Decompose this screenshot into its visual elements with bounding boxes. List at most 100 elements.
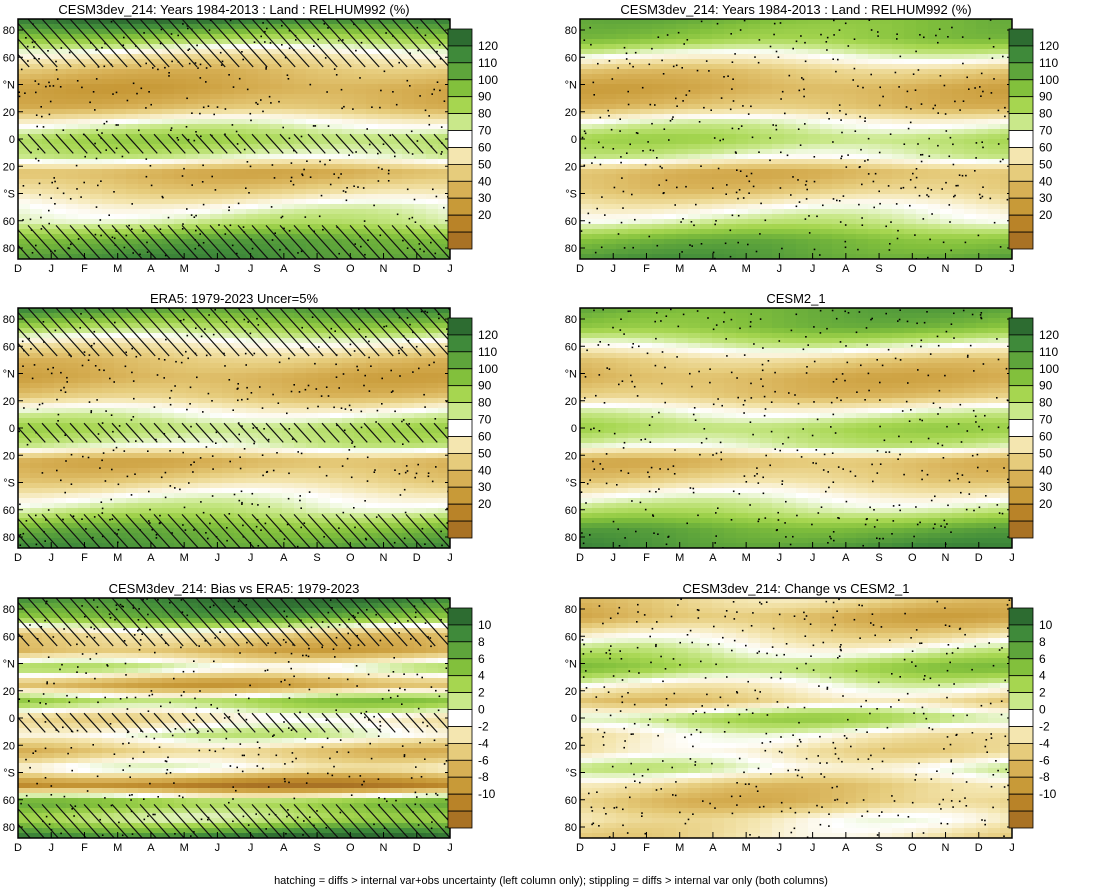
- heatmap-cell: [102, 224, 115, 230]
- heatmap-cell: [198, 164, 211, 170]
- stipple-dot: [594, 156, 596, 159]
- heatmap-cell: [868, 214, 881, 220]
- heatmap-cell: [366, 59, 379, 65]
- heatmap-cell: [580, 239, 593, 245]
- stipple-dot: [991, 57, 994, 59]
- heatmap-cell: [772, 114, 785, 120]
- heatmap-cell: [150, 318, 163, 324]
- heatmap-cell: [306, 189, 319, 195]
- stipple-dot: [602, 146, 604, 149]
- heatmap-cell: [676, 24, 689, 30]
- heatmap-cell: [222, 39, 235, 45]
- hatch-line: [55, 224, 87, 259]
- heatmap-cell: [844, 219, 857, 225]
- heatmap-cell: [54, 44, 67, 50]
- heatmap-cell: [592, 229, 605, 235]
- stipple-dot: [340, 173, 342, 175]
- heatmap-cell: [438, 119, 450, 125]
- heatmap-cell: [246, 333, 259, 339]
- heatmap-cell: [282, 159, 295, 165]
- heatmap-cell: [78, 54, 91, 60]
- heatmap-cell: [988, 154, 1001, 160]
- heatmap-cell: [390, 84, 403, 90]
- heatmap-cell: [940, 144, 953, 150]
- heatmap-cell: [700, 179, 713, 185]
- heatmap-cell: [402, 244, 415, 250]
- heatmap-cell: [616, 194, 629, 200]
- stipple-dot: [352, 108, 354, 110]
- heatmap-cell: [438, 74, 450, 80]
- heatmap-cell: [426, 34, 439, 40]
- heatmap-cell: [294, 308, 307, 314]
- stipple-dot: [656, 157, 658, 159]
- heatmap-cell: [174, 149, 187, 155]
- heatmap-cell: [414, 199, 427, 205]
- heatmap-cell: [712, 219, 725, 225]
- stipple-dot: [703, 106, 705, 109]
- heatmap-cell: [198, 19, 211, 25]
- heatmap-cell: [928, 39, 941, 45]
- stipple-dot: [438, 44, 441, 46]
- heatmap-cell: [318, 159, 331, 165]
- stipple-dot: [101, 46, 103, 49]
- heatmap-cell: [604, 174, 617, 180]
- heatmap-cell: [234, 204, 247, 210]
- stipple-dot: [739, 29, 742, 31]
- heatmap-cell: [402, 353, 415, 359]
- heatmap-cell: [366, 328, 379, 334]
- heatmap-cell: [856, 154, 869, 160]
- stipple-dot: [642, 150, 644, 152]
- heatmap-cell: [186, 219, 199, 225]
- heatmap-cell: [126, 149, 139, 155]
- heatmap-cell: [652, 114, 665, 120]
- heatmap-cell: [616, 69, 629, 75]
- heatmap-cell: [438, 94, 450, 100]
- stipple-dot: [162, 196, 164, 199]
- heatmap-cell: [808, 64, 821, 70]
- heatmap-cell: [856, 69, 869, 75]
- heatmap-cell: [186, 134, 199, 140]
- heatmap-cell: [664, 99, 677, 105]
- heatmap-cell: [282, 363, 295, 369]
- heatmap-cell: [30, 328, 43, 334]
- heatmap-cell: [772, 229, 785, 235]
- heatmap-cell: [282, 144, 295, 150]
- heatmap-cell: [210, 89, 223, 95]
- stipple-dot: [170, 33, 173, 35]
- heatmap-cell: [832, 144, 845, 150]
- stipple-dot: [803, 88, 805, 91]
- heatmap-cell: [1000, 29, 1012, 35]
- heatmap-cell: [964, 249, 977, 255]
- heatmap-cell: [78, 318, 91, 324]
- heatmap-cell: [222, 169, 235, 175]
- stipple-dot: [801, 77, 803, 79]
- heatmap-cell: [868, 124, 881, 130]
- heatmap-cell: [880, 194, 893, 200]
- stipple-dot: [105, 149, 107, 151]
- heatmap-cell: [808, 24, 821, 30]
- heatmap-cell: [78, 104, 91, 110]
- heatmap-cell: [904, 249, 917, 255]
- stipple-dot: [379, 106, 381, 109]
- heatmap-cell: [234, 159, 247, 165]
- heatmap-cell: [856, 204, 869, 210]
- heatmap-cell: [66, 24, 79, 30]
- heatmap-cell: [90, 104, 103, 110]
- heatmap-cell: [892, 124, 905, 130]
- colorbar-label: 70: [478, 124, 492, 138]
- stipple-dot: [47, 50, 49, 52]
- heatmap-cell: [616, 109, 629, 115]
- heatmap-cell: [42, 244, 55, 250]
- heatmap-cell: [736, 199, 749, 205]
- heatmap-cell: [652, 84, 665, 90]
- heatmap-cell: [222, 229, 235, 235]
- heatmap-cell: [126, 219, 139, 225]
- stipple-dot: [583, 39, 586, 41]
- stipple-dot: [695, 203, 697, 206]
- heatmap-cell: [736, 74, 749, 80]
- heatmap-cell: [438, 139, 450, 145]
- heatmap-cell: [330, 104, 343, 110]
- heatmap-cell: [246, 129, 259, 135]
- stipple-dot: [895, 203, 898, 205]
- heatmap-cell: [426, 104, 439, 110]
